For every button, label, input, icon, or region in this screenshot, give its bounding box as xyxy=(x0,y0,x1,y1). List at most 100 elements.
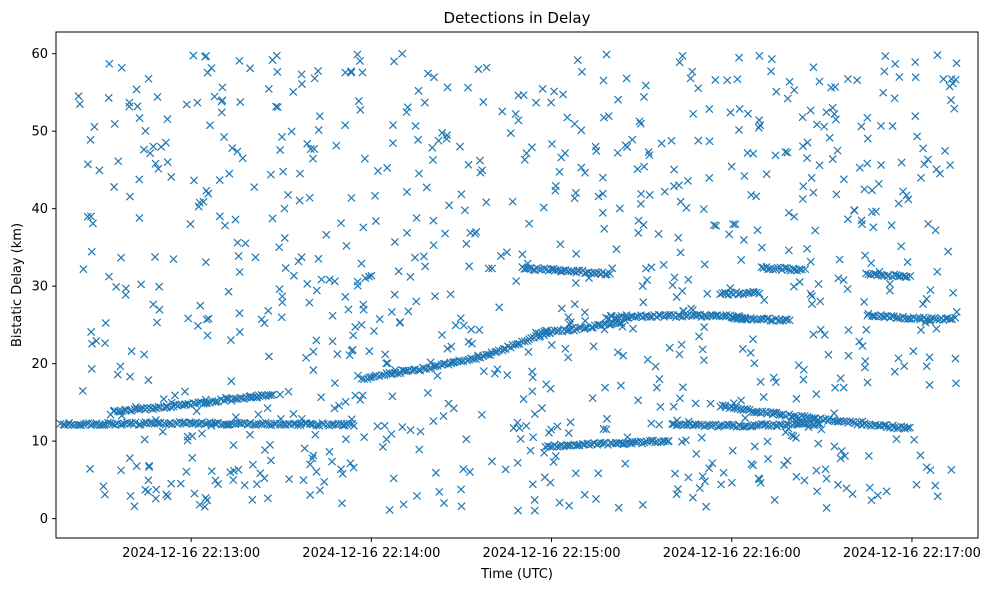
detection-point xyxy=(75,100,84,109)
detection-point xyxy=(717,480,726,489)
detection-point xyxy=(382,359,391,368)
detection-point xyxy=(903,258,912,267)
detection-point xyxy=(944,247,953,256)
detection-point xyxy=(503,370,512,380)
detection-point xyxy=(151,159,160,168)
detection-point xyxy=(197,429,207,438)
detection-point xyxy=(894,354,903,363)
detection-point xyxy=(159,395,168,404)
detection-point xyxy=(926,286,935,295)
detection-point xyxy=(194,202,203,211)
detection-point xyxy=(767,55,776,64)
detection-point xyxy=(932,165,941,174)
detection-point xyxy=(303,139,312,148)
detection-point xyxy=(353,281,362,290)
detection-point xyxy=(933,51,942,60)
detection-point xyxy=(688,493,697,502)
detection-point xyxy=(271,102,281,111)
detection-point xyxy=(636,119,645,128)
detection-point xyxy=(891,59,900,68)
detection-point xyxy=(144,487,153,496)
x-tick-label: 2024-12-16 22:15:00 xyxy=(482,546,620,561)
detection-point xyxy=(572,249,581,258)
detection-point xyxy=(821,465,830,474)
detection-point xyxy=(215,212,224,221)
detection-point xyxy=(263,494,272,503)
detection-point xyxy=(357,374,366,383)
detection-point xyxy=(154,164,163,173)
detection-point xyxy=(309,347,318,356)
y-tick-label: 50 xyxy=(31,125,48,140)
detection-point xyxy=(621,459,630,468)
detection-point xyxy=(789,432,798,441)
detection-point xyxy=(748,335,758,344)
detection-point xyxy=(144,376,153,385)
detection-point xyxy=(633,437,642,446)
detection-point xyxy=(516,434,525,443)
detection-point xyxy=(842,484,851,493)
detection-point xyxy=(434,136,443,145)
detection-point xyxy=(528,480,537,489)
detection-point xyxy=(264,306,273,315)
detection-point xyxy=(599,424,608,433)
detection-point xyxy=(785,316,794,325)
detection-point xyxy=(99,482,108,491)
detection-point xyxy=(60,420,69,430)
detection-point xyxy=(79,420,88,429)
detection-point xyxy=(141,126,150,135)
detection-point xyxy=(525,219,534,228)
detection-point xyxy=(498,107,507,116)
detection-point xyxy=(450,357,459,367)
detection-point xyxy=(297,70,306,79)
detection-point xyxy=(721,401,730,410)
detection-point xyxy=(118,420,127,429)
detection-point xyxy=(513,339,522,348)
detection-point xyxy=(357,259,366,268)
detection-point xyxy=(183,436,192,445)
detection-point xyxy=(780,460,789,469)
detection-point xyxy=(155,282,164,291)
detection-point xyxy=(354,97,363,106)
detection-point xyxy=(740,171,749,181)
detection-point xyxy=(798,142,807,151)
detection-point xyxy=(669,402,678,411)
detection-point xyxy=(783,456,792,465)
detection-point xyxy=(515,424,524,433)
detection-point xyxy=(833,417,842,426)
detection-point xyxy=(622,74,631,83)
detection-point xyxy=(101,339,110,348)
detection-point xyxy=(383,163,392,172)
detection-point xyxy=(367,271,376,280)
detection-point xyxy=(328,457,337,466)
detection-point xyxy=(831,115,840,124)
detection-point xyxy=(634,228,643,237)
detection-point xyxy=(310,144,319,153)
detection-point xyxy=(700,260,709,269)
detection-point xyxy=(325,421,334,430)
detection-point xyxy=(682,203,691,212)
detection-point xyxy=(570,326,579,335)
detection-point xyxy=(758,407,767,416)
detection-point xyxy=(341,121,350,130)
detection-point xyxy=(273,67,282,76)
detection-point xyxy=(752,192,761,201)
detection-point xyxy=(678,51,687,60)
detection-point xyxy=(897,242,906,251)
detection-point xyxy=(336,465,346,474)
y-tick-label: 40 xyxy=(31,202,48,217)
detection-point xyxy=(775,316,784,325)
detection-point xyxy=(431,468,440,477)
y-tick-label: 10 xyxy=(31,435,48,450)
detection-point xyxy=(638,281,647,291)
detection-point xyxy=(537,404,547,413)
detection-point xyxy=(694,420,703,429)
y-tick-label: 30 xyxy=(31,280,48,295)
detection-point xyxy=(756,377,765,386)
detection-point xyxy=(547,425,556,434)
detection-point xyxy=(404,307,413,316)
detection-point xyxy=(163,492,172,501)
detection-point xyxy=(757,243,766,252)
y-axis: 0 10 20 30 40 50 60 xyxy=(31,47,56,527)
detection-point xyxy=(86,212,95,221)
detection-point xyxy=(806,257,815,266)
